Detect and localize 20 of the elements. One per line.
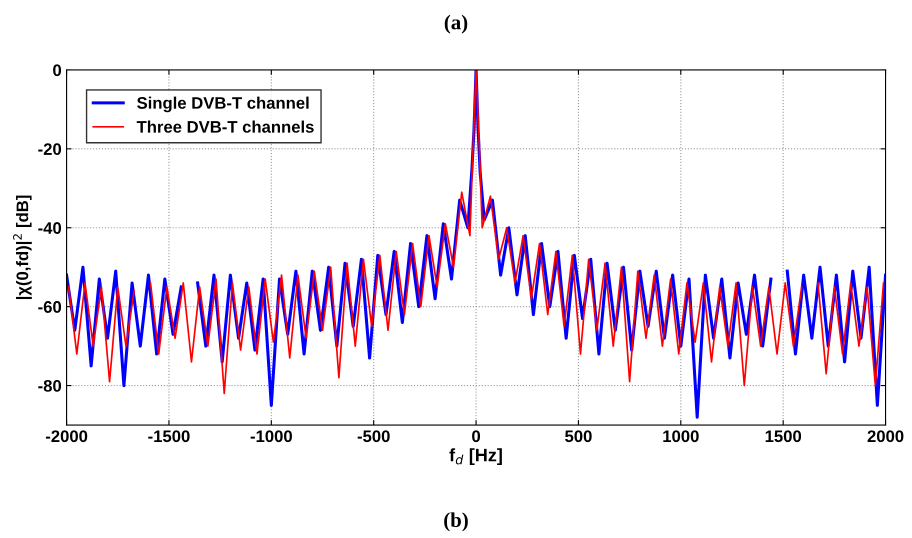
x-tick-label: 500 bbox=[565, 430, 592, 442]
text: (b) bbox=[444, 512, 468, 532]
y-tick-label: -40 bbox=[38, 222, 62, 234]
legend-label: Three DVB-T channels bbox=[136, 120, 314, 133]
x-tick-label: 1500 bbox=[766, 430, 802, 442]
y-tick-label: -80 bbox=[38, 380, 62, 392]
text: (a) bbox=[444, 14, 468, 34]
y-tick-label: 0 bbox=[53, 64, 62, 76]
legend-label: Single DVB-T channel bbox=[137, 96, 309, 112]
x-tick-label: -1000 bbox=[250, 430, 292, 442]
x-tick-label: -1500 bbox=[148, 430, 190, 442]
x-tick-label: 2000 bbox=[868, 430, 904, 442]
y-tick-label: -20 bbox=[38, 143, 62, 156]
x-tick-label: 0 bbox=[472, 430, 480, 442]
x-tick-label: -500 bbox=[358, 430, 390, 442]
x-tick-label: -2000 bbox=[46, 430, 88, 442]
y-axis-title: |χ(0,fd)|$^{2}$ [dB] bbox=[13, 196, 32, 300]
x-axis-title: f$_{d}$ [Hz] bbox=[449, 448, 502, 466]
x-tick-label: 1000 bbox=[663, 430, 699, 442]
y-tick-label: -60 bbox=[38, 301, 62, 313]
